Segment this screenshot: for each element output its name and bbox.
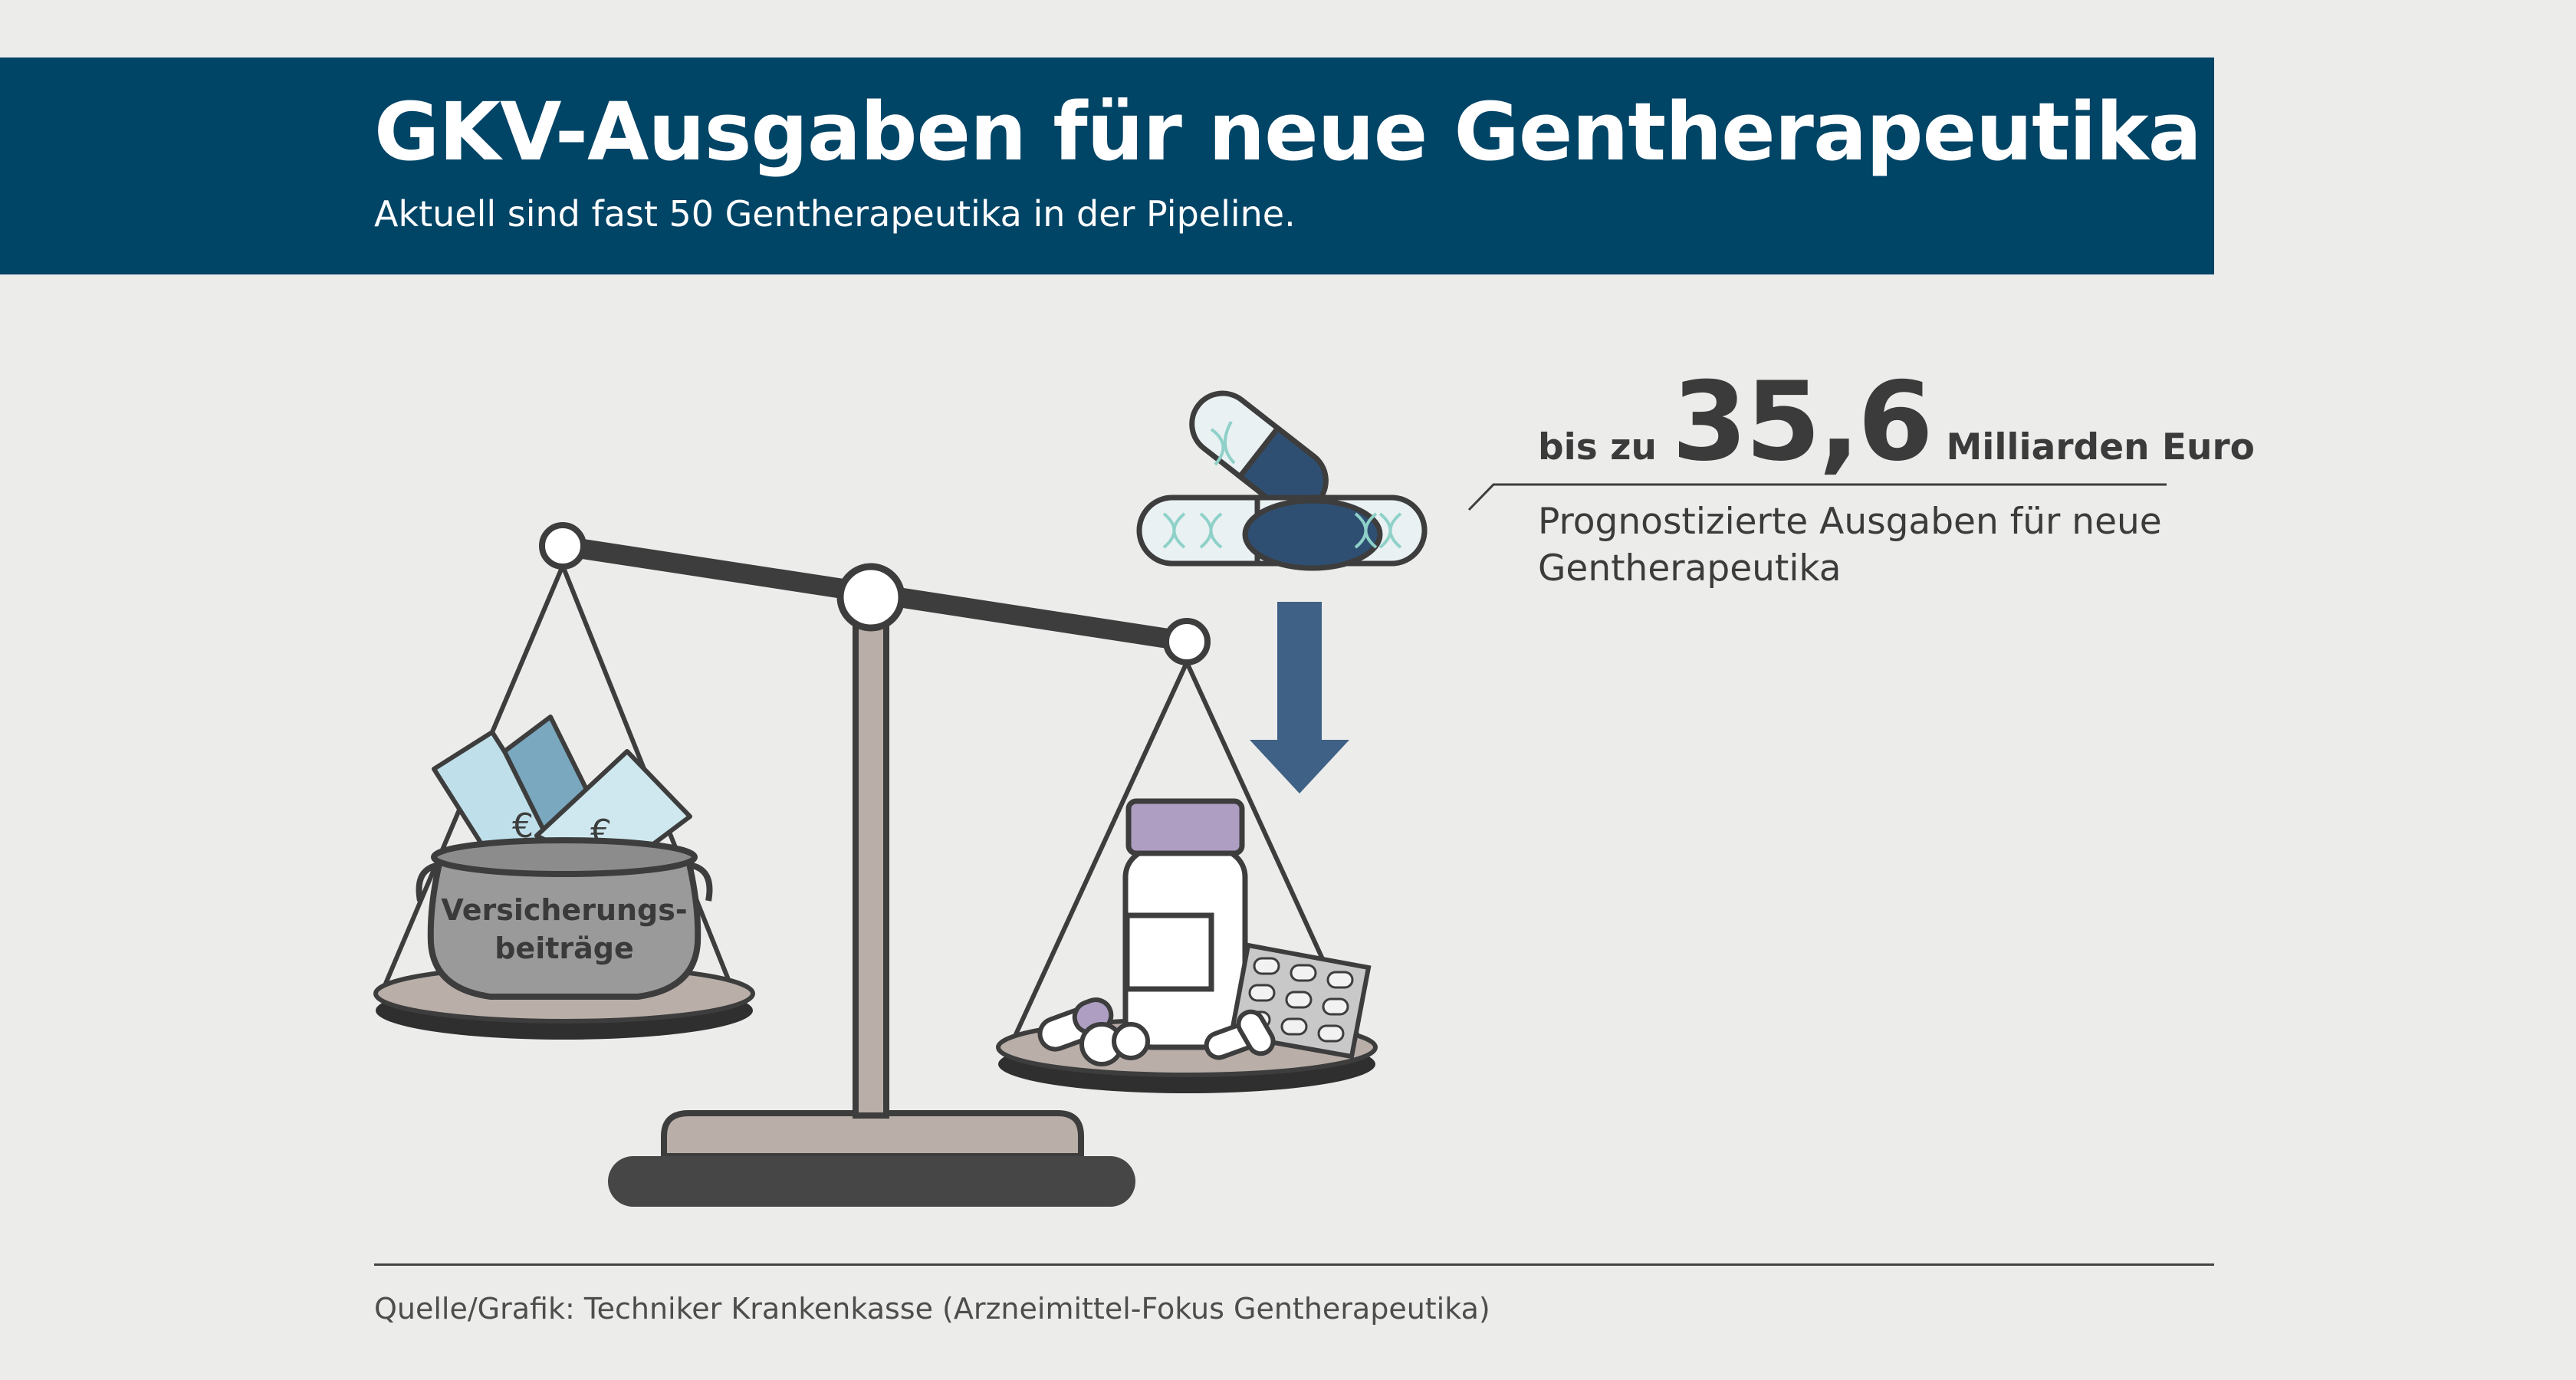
footer-divider (374, 1263, 2214, 1266)
money-pot-icon: Versicherungs- beiträge (416, 837, 713, 1000)
dna-capsule-icon (1136, 390, 1428, 571)
down-arrow-icon (1250, 602, 1349, 794)
page-subtitle: Aktuell sind fast 50 Gentherapeutika in … (374, 193, 1296, 235)
callout-underline (1467, 483, 2167, 511)
amount-unit: Milliarden Euro (1946, 426, 2255, 468)
pill-bottle-icon (1122, 798, 1248, 1050)
amount-description: Prognostizierte Ausgaben für neue Genthe… (1538, 501, 2162, 590)
header-band (0, 58, 2214, 274)
pot-label-line1: Versicherungs- (441, 893, 687, 927)
page-title: GKV-Ausgaben für neue Gentherapeutika (374, 85, 2202, 179)
amount-prefix: bis zu (1538, 426, 1657, 468)
source-note: Quelle/Grafik: Techniker Krankenkasse (A… (374, 1292, 1490, 1326)
scale-pillar (853, 606, 889, 1119)
pot-label-line2: beiträge (495, 932, 634, 965)
loose-pills-icon (1037, 997, 1276, 1066)
amount-callout: bis zu 35,6 Milliarden Euro (1538, 359, 2255, 485)
scale-base (608, 1110, 1135, 1207)
amount-value: 35,6 (1671, 359, 1934, 485)
